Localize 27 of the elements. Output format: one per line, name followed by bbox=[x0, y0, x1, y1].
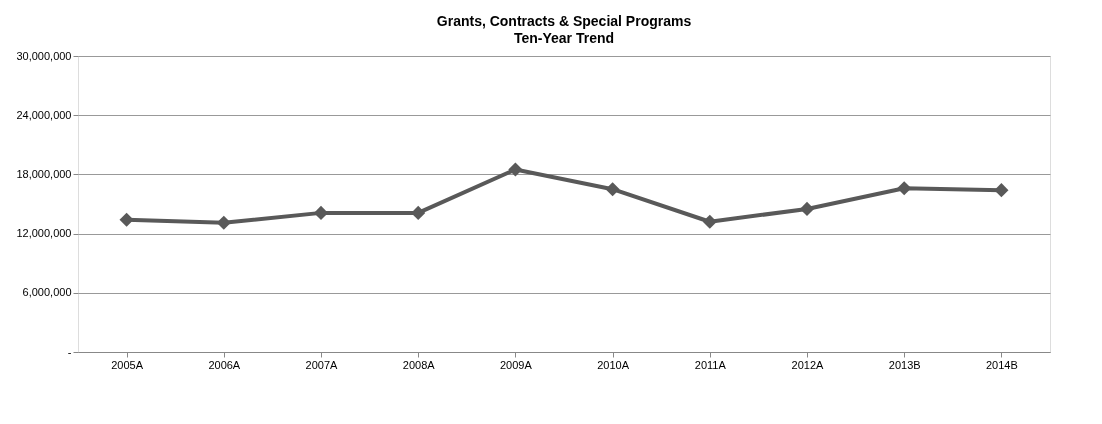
point bbox=[411, 205, 426, 220]
point bbox=[702, 214, 717, 229]
x-tick-label: 2011A bbox=[694, 358, 727, 371]
x-tick-label: 2012A bbox=[791, 358, 825, 371]
x-tick-label: 2007A bbox=[305, 358, 339, 371]
y-tick-label: - bbox=[67, 345, 72, 358]
x-tick-label: 2005A bbox=[111, 358, 144, 371]
y-tick-label: 24,000,000 bbox=[16, 108, 72, 121]
chart-subtitle: Ten-Year Trend bbox=[513, 30, 615, 46]
point bbox=[605, 182, 620, 197]
y-tick-label: 12,000,000 bbox=[16, 227, 72, 240]
x-tick-label: 2009A bbox=[499, 358, 533, 371]
point bbox=[119, 212, 134, 227]
x-tick-label: 2006A bbox=[208, 358, 241, 371]
y-tick-label: 6,000,000 bbox=[22, 286, 72, 299]
point bbox=[508, 162, 523, 177]
y-tick-label: 18,000,000 bbox=[16, 167, 72, 180]
point bbox=[799, 201, 815, 216]
x-tick-label: 2010A bbox=[597, 358, 630, 371]
x-tick-label: 2014B bbox=[985, 358, 1018, 371]
chart-title: Grants, Contracts & Special Programs bbox=[436, 13, 692, 29]
point bbox=[897, 181, 912, 196]
point bbox=[216, 215, 231, 230]
point bbox=[994, 183, 1009, 198]
x-tick-label: 2008A bbox=[402, 358, 436, 371]
y-tick-label: 30,000,000 bbox=[16, 49, 72, 62]
x-tick-label: 2013B bbox=[888, 358, 921, 371]
